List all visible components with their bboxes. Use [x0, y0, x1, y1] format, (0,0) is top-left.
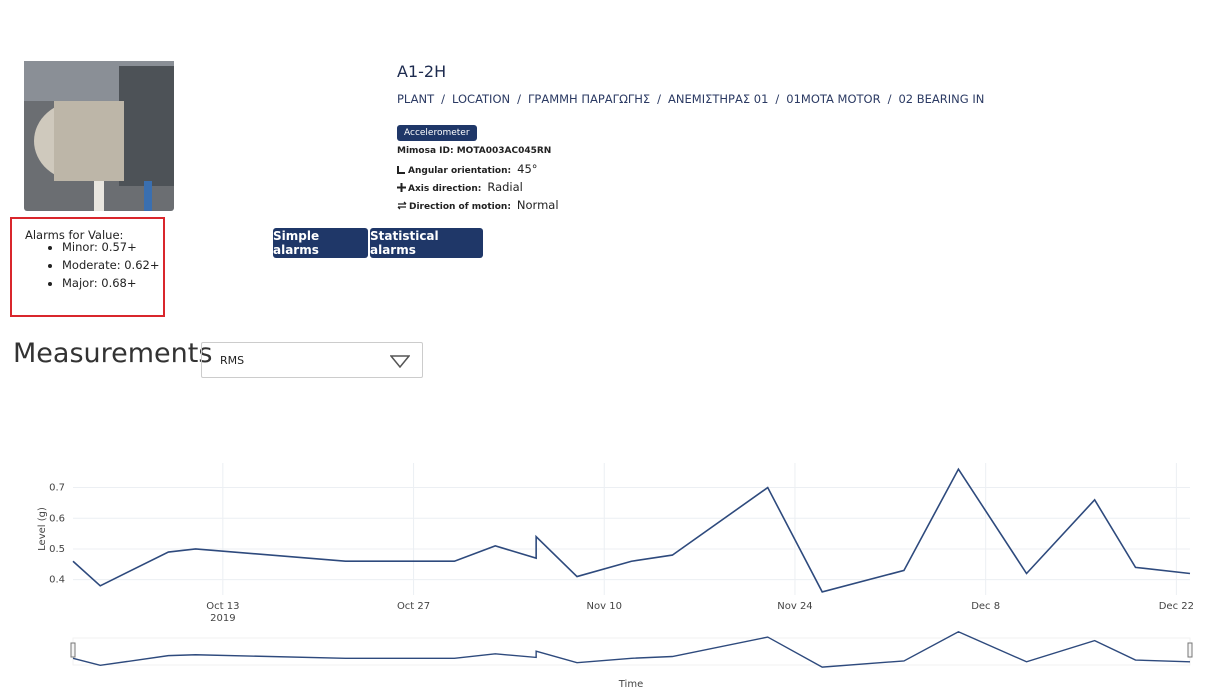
breadcrumb-item[interactable]: ΓΡΑΜΜΗ ΠΑΡΑΓΩΓΗΣ — [527, 92, 651, 106]
mimosa-id: Mimosa ID: MOTA003AC045RN — [397, 146, 551, 156]
range-handle[interactable] — [1187, 642, 1193, 658]
direction-of-motion: Direction of motion: Normal — [397, 198, 559, 212]
breadcrumb-separator: / — [775, 92, 780, 106]
alarm-item: Minor: 0.57+ — [62, 238, 159, 256]
dropdown-value: RMS — [220, 354, 245, 367]
x-tick-label: Oct 27 — [397, 601, 430, 612]
breadcrumb-item[interactable]: 01MOTA MOTOR — [786, 92, 881, 106]
y-axis-label: Level (g) — [37, 507, 48, 551]
angular-orientation: Angular orientation: 45° — [397, 162, 538, 176]
alarm-list: Minor: 0.57+ Moderate: 0.62+ Major: 0.68… — [20, 238, 159, 292]
x-tick-label: Dec 22 — [1159, 601, 1194, 612]
icon — [397, 166, 405, 174]
y-tick-label: 0.7 — [49, 483, 65, 494]
x-tick-label: Nov 10 — [587, 601, 622, 612]
x-tick-label: Nov 24 — [777, 601, 812, 612]
metric-dropdown[interactable]: RMS — [201, 342, 423, 378]
range-slider — [72, 637, 1191, 666]
y-tick-label: 0.5 — [49, 544, 65, 555]
alarms-heading: Alarms for Value: — [25, 228, 124, 242]
breadcrumb: PLANT / LOCATION / ΓΡΑΜΜΗ ΠΑΡΑΓΩΓΗΣ / ΑΝΕΜΙΣΤΗ… — [397, 92, 984, 106]
label: Angular orientation: — [408, 166, 512, 176]
statistical-alarms-button[interactable]: Statistical alarms — [370, 228, 483, 258]
range-handle[interactable] — [70, 642, 76, 658]
y-tick-label: 0.4 — [49, 575, 65, 586]
breadcrumb-separator: / — [657, 92, 662, 106]
breadcrumb-separator: / — [887, 92, 892, 106]
asset-title: A1-2H — [397, 62, 447, 81]
axis-direction: Axis direction: Radial — [397, 180, 523, 194]
alarm-item: Moderate: 0.62+ — [62, 256, 159, 274]
section-title: Measurements — [13, 338, 213, 369]
value: Normal — [516, 198, 559, 212]
icon — [397, 201, 407, 210]
x-tick-label: Dec 8 — [971, 601, 1000, 612]
breadcrumb-item[interactable]: 02 BEARING IN — [898, 92, 985, 106]
icon — [397, 183, 406, 192]
label: Axis direction: — [408, 184, 482, 194]
breadcrumb-item[interactable]: PLANT — [397, 92, 435, 106]
y-tick-label: 0.6 — [49, 513, 65, 524]
value: 45° — [517, 162, 538, 176]
dropdown-arrow — [390, 355, 410, 368]
x-axis-label: Time — [618, 679, 643, 690]
simple-alarms-button[interactable]: Simple alarms — [273, 228, 368, 258]
breadcrumb-item[interactable]: ΑΝΕΜΙΣΤΗΡΑΣ 01 — [668, 92, 769, 106]
label: Direction of motion: — [409, 202, 511, 212]
x-tick-label: Oct 13 — [206, 601, 239, 612]
label: Mimosa ID: MOTA003AC045RN — [397, 146, 552, 156]
sensor-photo — [24, 61, 174, 211]
breadcrumb-item[interactable]: LOCATION — [451, 92, 511, 106]
breadcrumb-separator: / — [517, 92, 521, 106]
alarm-item: Major: 0.68+ — [62, 274, 159, 292]
x-tick-sublabel: 2019 — [210, 613, 235, 624]
breadcrumb-separator: / — [441, 92, 445, 106]
alarms-box: Alarms for Value: Minor: 0.57+ Moderate:… — [10, 217, 165, 317]
sensor-badge: Accelerometer — [397, 125, 477, 141]
range-slider-line — [72, 630, 1191, 668]
value: Radial — [487, 180, 523, 194]
data-line — [72, 467, 1191, 593]
